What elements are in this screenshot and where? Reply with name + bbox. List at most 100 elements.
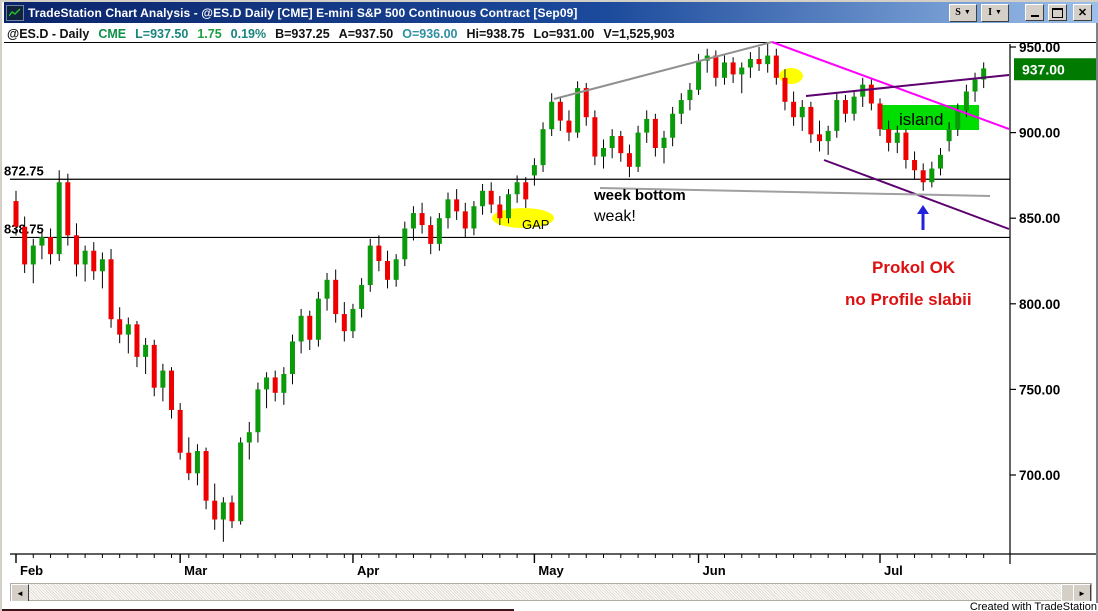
month-label-Feb: Feb	[20, 563, 43, 578]
quote-segment-0: @ES.D - Daily	[7, 26, 90, 41]
candle-body-88	[773, 55, 779, 78]
candle-body-29	[264, 377, 270, 390]
candle-body-106	[929, 168, 935, 183]
candle-body-35	[315, 298, 321, 340]
island-label: island	[899, 110, 943, 129]
candle-body-78	[687, 89, 693, 101]
style-dropdown-button[interactable]: S ▼	[949, 3, 977, 22]
candle-body-63	[557, 101, 563, 121]
minimize-button[interactable]	[1025, 4, 1044, 21]
candle-body-70	[618, 136, 624, 154]
candle-body-83	[730, 62, 736, 75]
candle-body-68	[601, 148, 607, 157]
candle-body-79	[696, 60, 702, 90]
candle-body-91	[799, 106, 805, 118]
candle-body-51	[454, 199, 460, 212]
candle-body-37	[333, 279, 339, 315]
candle-body-93	[817, 134, 823, 142]
candle-body-34	[307, 315, 313, 340]
window-right-edge	[1096, 23, 1098, 603]
y-tick-label-1: 900.00	[1019, 126, 1060, 141]
candle-body-52	[462, 211, 468, 229]
window-title: TradeStation Chart Analysis - @ES.D Dail…	[28, 5, 578, 20]
candle-body-67	[592, 117, 598, 157]
candle-body-49	[436, 218, 442, 244]
close-button[interactable]: ✕	[1073, 4, 1092, 21]
candle-body-89	[782, 77, 788, 102]
candle-body-25	[229, 502, 235, 522]
candle-body-74	[652, 118, 658, 149]
candle-body-2	[30, 245, 36, 265]
scroll-right-button[interactable]: ►	[1073, 584, 1091, 602]
maximize-icon	[1052, 7, 1063, 18]
candle-body-3	[39, 237, 45, 246]
candle-body-64	[566, 120, 572, 133]
indicator-dropdown-button[interactable]: I ▼	[981, 3, 1009, 22]
y-tick-label-2: 850.00	[1019, 211, 1060, 226]
candle-body-90	[791, 101, 797, 118]
quote-segment-4: 0.19%	[230, 26, 267, 41]
horizontal-scrollbar[interactable]: ◄ ►	[10, 583, 1092, 602]
candle-body-1	[22, 226, 28, 265]
candle-body-21	[194, 451, 200, 474]
y-tick-label-5: 700.00	[1019, 468, 1060, 483]
candle-body-103	[903, 132, 909, 160]
candle-body-36	[324, 279, 330, 299]
candle-body-18	[169, 370, 175, 410]
candle-body-53	[471, 206, 477, 229]
candle-body-22	[203, 451, 209, 501]
quote-segment-3: 1.75	[197, 26, 222, 41]
chevron-down-icon: ▼	[963, 9, 971, 16]
last-price-tag-text: 937.00	[1022, 61, 1065, 77]
candle-body-77	[678, 100, 684, 114]
candle-body-57	[505, 194, 511, 219]
candle-body-112	[981, 68, 987, 80]
gray-rising-trendline	[553, 41, 773, 100]
quote-segment-6: A=937.50	[338, 26, 394, 41]
quote-segment-2: L=937.50	[135, 26, 189, 41]
y-tick-label-3: 800.00	[1019, 297, 1060, 312]
month-label-Apr: Apr	[357, 563, 379, 578]
minimize-icon	[1030, 15, 1039, 17]
chevron-down-icon: ▼	[994, 9, 1002, 16]
candle-body-33	[298, 315, 304, 342]
candle-body-87	[765, 55, 771, 65]
gap-label: GAP	[522, 217, 549, 232]
candle-body-61	[540, 129, 546, 166]
last-price-tag	[1014, 58, 1096, 81]
candle-body-96	[842, 100, 848, 114]
candle-body-76	[670, 113, 676, 138]
candle-body-50	[445, 199, 451, 219]
weak-label: weak!	[593, 208, 636, 225]
candle-body-5	[56, 182, 62, 255]
quote-segment-5: B=937.25	[275, 26, 330, 41]
candle-body-40	[359, 284, 365, 309]
candle-body-9	[91, 250, 97, 272]
candle-body-15	[143, 344, 149, 357]
footer-bar: Created with TradeStation	[2, 601, 1098, 611]
candle-body-6	[65, 182, 71, 236]
candle-body-69	[609, 136, 615, 149]
candle-body-55	[488, 190, 494, 205]
app-chart-icon	[6, 4, 24, 21]
maximize-button[interactable]	[1048, 4, 1067, 21]
island-highlight	[882, 105, 979, 130]
scroll-left-button[interactable]: ◄	[11, 584, 29, 602]
candle-body-100	[877, 103, 883, 130]
candle-body-7	[73, 235, 79, 265]
candle-body-32	[289, 341, 295, 374]
candle-body-111	[972, 79, 978, 92]
candle-body-101	[886, 129, 892, 143]
quote-segment-10: V=1,525,903	[603, 26, 675, 41]
candle-body-14	[134, 324, 140, 357]
indicator-dropdown-label: I	[988, 7, 992, 18]
candle-body-31	[281, 373, 287, 393]
candle-body-43	[385, 261, 391, 280]
candle-body-54	[480, 190, 486, 207]
window-titlebar[interactable]: TradeStation Chart Analysis - @ES.D Dail…	[4, 2, 1098, 23]
buy-arrow	[917, 205, 929, 214]
candle-body-23	[212, 500, 218, 520]
candle-body-107	[937, 154, 943, 169]
candle-body-60	[531, 165, 537, 176]
